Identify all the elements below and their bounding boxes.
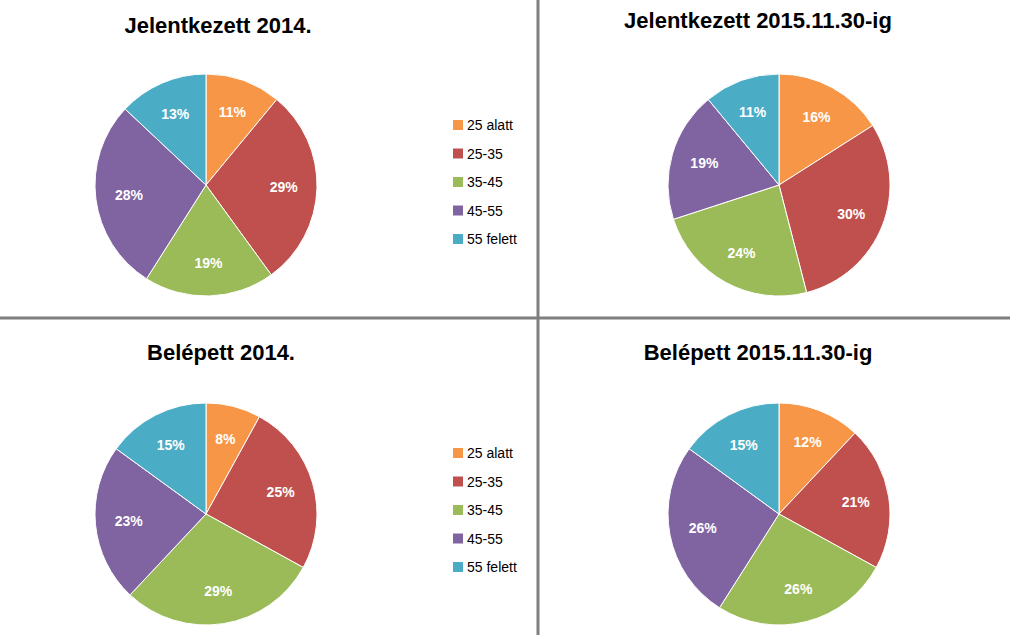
pie: 11% 29% 19% 28% 13% <box>95 74 317 296</box>
chart-title: Jelentkezett 2014. <box>124 13 311 38</box>
data-label: 19% <box>194 255 223 271</box>
data-label: 23% <box>115 513 144 529</box>
data-label: 24% <box>728 245 757 261</box>
data-label: 25% <box>267 484 296 500</box>
data-label: 26% <box>784 581 813 597</box>
pie: 12% 21% 26% 26% 15% <box>668 403 890 625</box>
data-label: 15% <box>730 437 759 453</box>
legend-swatch <box>453 448 463 458</box>
legend-label: 35-45 <box>467 174 503 190</box>
chart-canvas: Jelentkezett 2014. 11% 29% 19% 28% 13% 25 alat… <box>0 0 1010 635</box>
legend: 25 alatt 25-35 35-45 45-55 55 felett <box>453 445 517 575</box>
legend-label: 25 alatt <box>467 117 513 133</box>
legend-label: 45-55 <box>467 531 503 547</box>
legend-swatch <box>453 505 463 515</box>
legend-swatch <box>453 534 463 544</box>
legend-label: 55 felett <box>467 231 517 247</box>
data-label: 30% <box>837 206 866 222</box>
chart-title: Belépett 2014. <box>147 340 295 365</box>
legend-label: 55 felett <box>467 559 517 575</box>
data-label: 11% <box>219 104 247 120</box>
data-label: 29% <box>270 179 299 195</box>
pie-chart: Belépett 2015.11.30-ig 12% 21% 26% 26% 15% <box>644 340 890 625</box>
data-label: 11% <box>739 104 767 120</box>
legend-label: 35-45 <box>467 502 503 518</box>
legend-swatch <box>453 120 463 130</box>
pie-chart: Jelentkezett 2015.11.30-ig 16% 30% 24% 19% 11… <box>624 8 892 296</box>
legend-label: 25 alatt <box>467 445 513 461</box>
legend-label: 45-55 <box>467 203 503 219</box>
pie-slice <box>689 403 779 514</box>
chart-title: Belépett 2015.11.30-ig <box>644 340 873 365</box>
pie-chart: Jelentkezett 2014. 11% 29% 19% 28% 13% 25 alat… <box>95 13 517 296</box>
chart-title: Jelentkezett 2015.11.30-ig <box>624 8 892 33</box>
pie: 16% 30% 24% 19% 11% <box>668 74 890 296</box>
legend-swatch <box>453 177 463 187</box>
legend-swatch <box>453 234 463 244</box>
pie-slice <box>708 74 779 185</box>
data-label: 29% <box>204 583 233 599</box>
data-label: 26% <box>689 520 718 536</box>
legend-swatch <box>453 206 463 216</box>
data-label: 16% <box>802 109 831 125</box>
data-label: 15% <box>157 437 186 453</box>
legend: 25 alatt 25-35 35-45 45-55 55 felett <box>453 117 517 247</box>
legend-label: 25-35 <box>467 146 503 162</box>
pie-slice <box>125 74 206 185</box>
data-label: 8% <box>215 431 236 447</box>
legend-swatch <box>453 149 463 159</box>
legend-swatch <box>453 562 463 572</box>
data-label: 12% <box>794 434 823 450</box>
legend-label: 25-35 <box>467 474 503 490</box>
legend-swatch <box>453 477 463 487</box>
data-label: 21% <box>842 494 871 510</box>
pie: 8% 25% 29% 23% 15% <box>95 403 317 625</box>
data-label: 28% <box>115 187 144 203</box>
pie-chart: Belépett 2014. 8% 25% 29% 23% 15% 25 alatt 25-3… <box>95 340 517 625</box>
data-label: 13% <box>161 106 190 122</box>
pie-slice <box>116 403 206 514</box>
data-label: 19% <box>690 155 719 171</box>
divider <box>0 317 1010 320</box>
